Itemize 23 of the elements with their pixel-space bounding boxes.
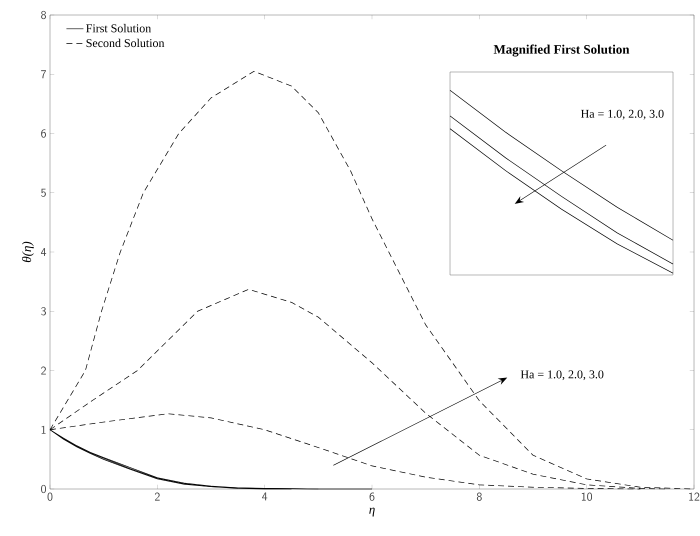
y-tick-label: 5 bbox=[41, 188, 46, 197]
chart-title: Magnified First Solution bbox=[494, 44, 630, 56]
x-tick-label: 6 bbox=[370, 492, 374, 501]
y-tick-label: 7 bbox=[41, 70, 46, 78]
x-tick-label: 10 bbox=[582, 492, 592, 501]
x-tick-label: 12 bbox=[689, 492, 700, 501]
y-tick-label: 0 bbox=[41, 484, 46, 494]
y-tick-label: 2 bbox=[41, 366, 46, 375]
x-axis-title: η bbox=[369, 508, 375, 517]
y-tick-label: 1 bbox=[42, 426, 46, 434]
x-tick-label: 4 bbox=[262, 492, 268, 500]
x-tick-label: 2 bbox=[154, 492, 160, 501]
annotation: Ha = 1.0, 2.0, 3.0 bbox=[580, 110, 664, 120]
x-tick-label: 8 bbox=[476, 492, 482, 501]
y-tick-label: 6 bbox=[41, 129, 46, 138]
y-tick-label: 4 bbox=[40, 248, 46, 256]
legend-label: First Solution bbox=[86, 24, 152, 32]
y-tick-label: 8 bbox=[41, 10, 46, 20]
legend-label: Second Solution bbox=[86, 38, 164, 48]
annotation: Ha = 1.0, 2.0, 3.0 bbox=[520, 370, 604, 380]
y-axis-title: θ(η) bbox=[22, 242, 34, 262]
x-tick-label: 0 bbox=[48, 492, 52, 501]
y-tick-label: 3 bbox=[41, 307, 46, 316]
